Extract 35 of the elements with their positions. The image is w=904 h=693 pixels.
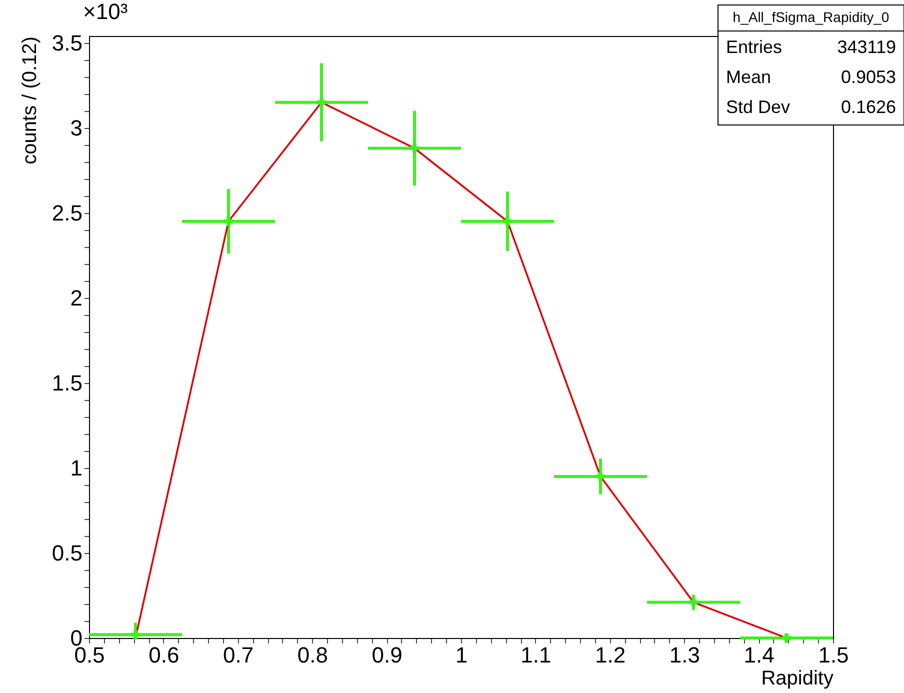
point [502, 216, 512, 226]
y-tick-label: 3.5 [52, 30, 82, 56]
point [224, 216, 234, 226]
x-tick-label: 1.5 [818, 642, 849, 668]
point [596, 472, 606, 482]
x-tick-label: 1 [455, 642, 468, 668]
x-tick-label: 1.1 [520, 642, 552, 668]
text: 0.9053 [840, 67, 896, 87]
text: 343119 [837, 37, 896, 57]
x-tick-label: 1.2 [595, 642, 626, 668]
annotation: Entries [726, 37, 782, 57]
y-tick-label: 1.5 [52, 370, 82, 396]
y-axis-title: counts / (0.12) [18, 36, 41, 164]
y-tick-label: 2 [70, 285, 82, 310]
point [316, 98, 326, 108]
y-tick-label: 3 [70, 115, 82, 140]
x-tick-label: 0.8 [297, 642, 328, 668]
x-tick-label: 1.4 [744, 642, 774, 668]
x-axis-title: Rapidity [761, 668, 834, 690]
x-tick-label: 0.6 [148, 642, 180, 668]
y-tick-label: 1 [70, 455, 82, 480]
x-tick-label: 0.9 [372, 642, 402, 668]
x-tick-label: 1.3 [669, 642, 700, 668]
y-tick-label: 0.5 [52, 540, 82, 566]
text: 0.1626 [840, 97, 896, 117]
point [782, 633, 792, 643]
point [130, 630, 140, 640]
text: ×10³ [83, 0, 128, 24]
text: h_All_fSigma_Rapidity_0 [732, 9, 890, 25]
annotation: Std Dev [726, 97, 790, 117]
x-tick-label: 0.7 [223, 642, 254, 668]
y-tick-label: 2.5 [52, 200, 82, 226]
annotation: Mean [726, 67, 772, 87]
point [410, 143, 420, 153]
point [688, 598, 698, 608]
